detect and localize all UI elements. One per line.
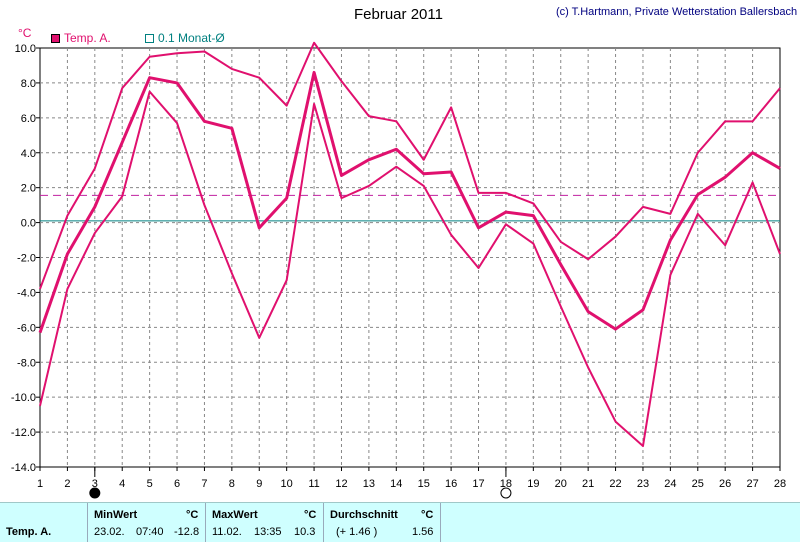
x-tick-label: 7 [201, 478, 207, 490]
x-tick-label: 11 [308, 478, 319, 490]
footer-avg-cell: Durchschnitt °C (+ 1.46 ) 1.56 [324, 503, 441, 542]
y-tick-label: -6.0 [17, 322, 36, 334]
y-tick-label: -10.0 [11, 392, 36, 404]
x-tick-label: 8 [229, 478, 235, 490]
x-tick-label: 13 [363, 478, 375, 490]
x-tick-label: 16 [445, 478, 457, 490]
min-time: 07:40 [136, 526, 164, 538]
legend-swatch-icon [51, 33, 60, 43]
y-tick-label: 2.0 [21, 183, 36, 195]
avg-header: Durchschnitt [330, 509, 398, 521]
avg-deviation: (+ 1.46 ) [336, 526, 378, 538]
min-date: 23.02. [94, 526, 125, 538]
y-tick-label: -14.0 [11, 462, 36, 474]
x-tick-label: 4 [119, 478, 125, 490]
x-tick-label: 5 [147, 478, 153, 490]
x-tick-label: 24 [664, 478, 676, 490]
x-tick-label: 26 [719, 478, 731, 490]
avg-value: 1.56 [412, 526, 434, 538]
min-header: MinWert [94, 509, 138, 521]
x-tick-label: 22 [609, 478, 621, 490]
x-tick-label: 23 [637, 478, 649, 490]
x-tick-label: 10 [281, 478, 293, 490]
y-tick-label: 6.0 [21, 113, 36, 125]
x-tick-label: 17 [472, 478, 484, 490]
x-tick-label: 3 [92, 478, 98, 490]
x-tick-label: 25 [692, 478, 704, 490]
legend-label: 0.1 Monat-Ø [158, 31, 225, 45]
full-moon-icon [500, 487, 512, 499]
x-tick-label: 9 [256, 478, 262, 490]
legend-swatch-icon [145, 33, 154, 43]
stats-footer: Temp. A. MinWert °C 23.02. 07:40 -12.8 M… [0, 502, 800, 542]
y-tick-label: 0.0 [21, 218, 36, 230]
x-tick-label: 27 [746, 478, 758, 490]
avg-unit: °C [421, 509, 434, 521]
x-tick-label: 12 [335, 478, 347, 490]
footer-label-cell: Temp. A. [0, 503, 88, 542]
x-tick-label: 14 [390, 478, 402, 490]
legend-item-temp[interactable]: Temp. A. [51, 31, 111, 45]
new-moon-icon [89, 487, 101, 499]
series-line-mean [38, 70, 781, 334]
y-tick-label: 8.0 [21, 78, 36, 90]
y-axis-unit: °C [18, 26, 32, 40]
x-tick-label: 15 [418, 478, 430, 490]
y-tick-label: -8.0 [17, 357, 36, 369]
x-tick-label: 19 [527, 478, 539, 490]
y-tick-label: -12.0 [11, 427, 36, 439]
plot-area [39, 47, 781, 468]
credit-text: (c) T.Hartmann, Private Wetterstation Ba… [556, 6, 798, 18]
x-tick-label: 18 [500, 478, 512, 490]
footer-min-cell: MinWert °C 23.02. 07:40 -12.8 [88, 503, 206, 542]
min-value: -12.8 [174, 526, 200, 538]
series-line-min [39, 90, 781, 448]
max-header: MaxWert [212, 509, 258, 521]
x-tick-label: 20 [555, 478, 567, 490]
temperature-chart: 10.0 8.0 6.0 4.0 2.0 0.0 -2.0 -4.0 -6.0 -8.0 -10.0… [11, 41, 786, 499]
x-tick-label: 28 [774, 478, 786, 490]
footer-row-label: Temp. A. [6, 526, 52, 538]
series-line-max [39, 41, 781, 290]
max-value: 10.3 [294, 526, 316, 538]
x-tick-label: 21 [582, 478, 594, 490]
y-tick-label: 10.0 [15, 43, 36, 55]
max-date: 11.02. [212, 526, 242, 538]
min-unit: °C [186, 509, 199, 521]
y-tick-label: 4.0 [21, 148, 36, 160]
max-unit: °C [304, 509, 317, 521]
x-tick-label: 2 [64, 478, 70, 490]
x-tick-label: 6 [174, 478, 180, 490]
footer-max-cell: MaxWert °C 11.02. 13:35 10.3 [206, 503, 324, 542]
y-tick-label: -2.0 [17, 253, 36, 265]
x-tick-label: 1 [37, 478, 43, 490]
legend-item-monthly-avg[interactable]: 0.1 Monat-Ø [145, 31, 225, 45]
max-time: 13:35 [254, 526, 282, 538]
legend-label: Temp. A. [64, 31, 111, 45]
chart-title: Februar 2011 [354, 6, 443, 23]
y-tick-label: -4.0 [17, 287, 36, 299]
